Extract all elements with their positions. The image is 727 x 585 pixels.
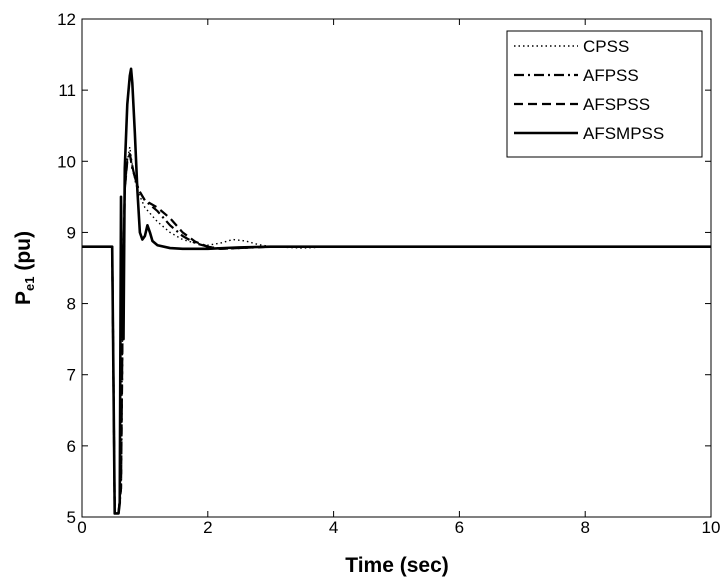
y-tick-label: 7 [67,366,76,385]
y-tick-label: 5 [67,508,76,527]
y-tick-label: 11 [58,81,76,100]
y-tick-label: 10 [57,152,76,171]
legend-label-afspss: AFSPSS [583,95,650,114]
y-axis-title: Pe1 (pu) [12,231,37,305]
x-tick-label: 4 [329,518,338,537]
series-lines [82,67,711,515]
x-tick-label: 8 [580,518,589,537]
legend-entries: CPSS AFPSS AFSPSS AFSMPSS [514,37,664,143]
y-axis-title-sub: e1 [22,277,37,291]
y-tick-label: 9 [67,223,76,242]
x-tick-label: 6 [455,518,464,537]
x-tick-label: 2 [203,518,212,537]
y-tick-label: 6 [67,437,76,456]
legend: CPSS AFPSS AFSPSS AFSMPSS [506,30,703,158]
legend-box [506,30,703,158]
axis-ticks: 0 2 4 6 8 10 5 6 7 8 9 10 11 12 [57,10,720,537]
series-line-afsmpss [82,67,711,515]
y-axis-title-rest: (pu) [12,231,35,276]
x-tick-label: 10 [702,518,721,537]
x-tick-label: 0 [77,518,86,537]
y-tick-label: 8 [67,295,76,314]
y-axis-title-main: P [12,291,35,305]
y-tick-label: 12 [57,10,76,29]
legend-label-cpss: CPSS [583,37,629,56]
x-axis-title: Time (sec) [345,554,449,577]
legend-label-afsmpss: AFSMPSS [583,124,664,143]
legend-label-afpss: AFPSS [583,66,639,85]
